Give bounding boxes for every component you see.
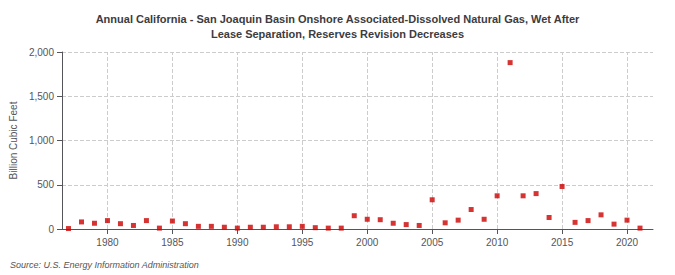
svg-text:1,000: 1,000 [29, 135, 54, 146]
svg-text:Billion Cubic Feet: Billion Cubic Feet [8, 101, 19, 179]
svg-text:1995: 1995 [291, 237, 314, 248]
svg-text:2015: 2015 [551, 237, 574, 248]
svg-text:Annual California - San Joaqui: Annual California - San Joaquin Basin On… [96, 13, 580, 25]
svg-text:1985: 1985 [161, 237, 184, 248]
svg-text:Lease Separation, Reserves Rev: Lease Separation, Reserves Revision Decr… [211, 28, 464, 40]
svg-text:Source: U.S. Energy Informatio: Source: U.S. Energy Information Administ… [10, 260, 199, 270]
svg-text:2000: 2000 [356, 237, 379, 248]
svg-text:500: 500 [37, 179, 54, 190]
svg-text:1,500: 1,500 [29, 91, 54, 102]
svg-text:2,000: 2,000 [29, 47, 54, 58]
svg-text:2005: 2005 [421, 237, 444, 248]
svg-text:2020: 2020 [616, 237, 639, 248]
svg-text:0: 0 [48, 224, 54, 235]
svg-text:2010: 2010 [486, 237, 509, 248]
svg-text:1990: 1990 [226, 237, 249, 248]
svg-text:1980: 1980 [96, 237, 119, 248]
